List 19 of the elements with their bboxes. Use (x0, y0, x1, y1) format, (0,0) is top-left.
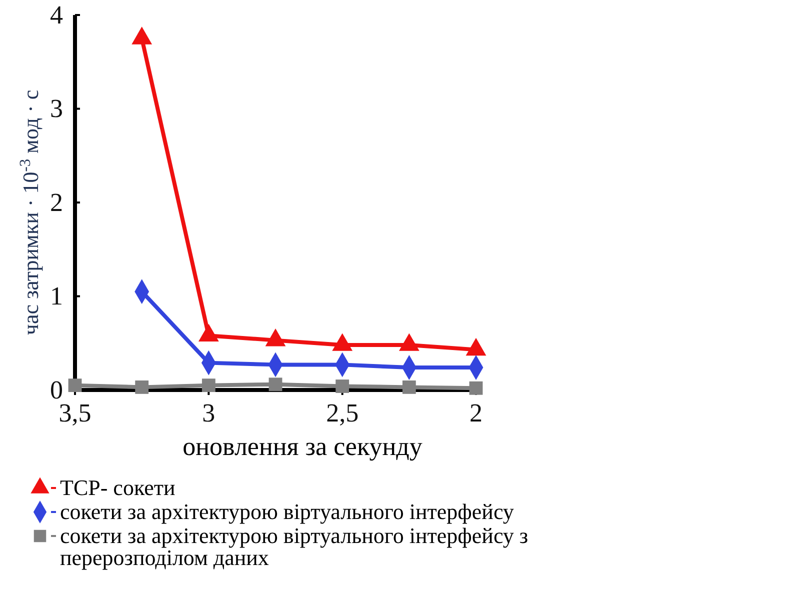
legend-label: сокети за архітектурою віртуального інтерфейсу з перерозподілом даних (60, 523, 528, 570)
x-axis-title: оновлення за секунду (182, 432, 422, 461)
point (132, 26, 152, 44)
point (135, 380, 149, 394)
point (268, 378, 282, 392)
x-tick-label: 3 (202, 398, 216, 428)
point (336, 380, 350, 393)
point (469, 381, 483, 395)
y-tick-label: 4 (50, 0, 63, 30)
x-tick-label: 2,5 (326, 398, 359, 428)
legend-label: сокети за архітектурою віртуального інтерфейсу (60, 499, 514, 524)
y-tick-label: 2 (50, 188, 63, 217)
point (202, 378, 216, 392)
point (68, 378, 82, 392)
x-tick-label: 2 (470, 398, 482, 428)
legend-label: TCP- сокети (60, 475, 176, 500)
y-tick-label: 1 (50, 282, 63, 311)
point (402, 380, 416, 394)
y-tick-label: 3 (50, 94, 63, 124)
